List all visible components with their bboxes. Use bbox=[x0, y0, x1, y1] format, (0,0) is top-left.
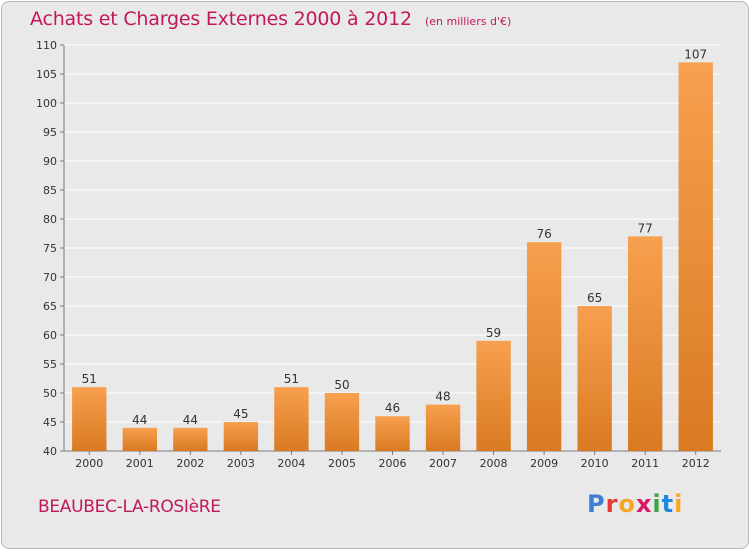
y-tick-label: 75 bbox=[43, 242, 57, 255]
y-tick-label: 95 bbox=[43, 126, 57, 139]
y-tick-label: 105 bbox=[36, 68, 57, 81]
logo-letter: r bbox=[605, 490, 619, 518]
x-tick-label: 2012 bbox=[682, 457, 710, 470]
y-tick-label: 45 bbox=[43, 416, 57, 429]
bar-2010 bbox=[577, 306, 612, 451]
bar-2004 bbox=[274, 387, 309, 451]
y-axis-tick-labels: 40 45 50 55 60 65 70 75 80 85 90 95 100 105 110 bbox=[36, 39, 57, 458]
x-tick-label: 2001 bbox=[126, 457, 154, 470]
bar-value-label: 50 bbox=[334, 378, 349, 392]
bar-value-label: 48 bbox=[435, 390, 450, 404]
bar-value-label: 45 bbox=[233, 407, 248, 421]
x-tick-label: 2006 bbox=[379, 457, 407, 470]
x-axis-tick-labels: 2000 2001 2002 2003 2004 2005 2006 2007 2008 2009… bbox=[75, 457, 709, 470]
bar-2012 bbox=[678, 62, 713, 452]
y-tick-label: 65 bbox=[43, 300, 57, 313]
x-tick-label: 2008 bbox=[480, 457, 508, 470]
x-tick-label: 2010 bbox=[581, 457, 609, 470]
x-tick-label: 2003 bbox=[227, 457, 255, 470]
chart-title: Achats et Charges Externes 2000 à 2012 bbox=[30, 8, 412, 30]
y-tick-label: 55 bbox=[43, 358, 57, 371]
bar-value-label: 107 bbox=[684, 47, 707, 61]
bar-value-labels: 51 44 44 45 51 50 46 48 59 76 65 77 107 bbox=[82, 47, 708, 426]
y-tick-label: 80 bbox=[43, 213, 57, 226]
logo-letter: P bbox=[587, 490, 606, 518]
logo-letter: t bbox=[661, 490, 675, 518]
x-tick-label: 2000 bbox=[75, 457, 103, 470]
town-name: BEAUBEC-LA-ROSIèRE bbox=[38, 497, 221, 517]
x-tick-label: 2009 bbox=[530, 457, 558, 470]
bar-2000 bbox=[72, 387, 107, 451]
chart-subtitle: (en milliers d'€) bbox=[424, 15, 512, 28]
y-tick-label: 40 bbox=[43, 445, 57, 458]
x-tick-label: 2007 bbox=[429, 457, 457, 470]
bar-2009 bbox=[526, 242, 562, 451]
bar-value-label: 51 bbox=[284, 372, 299, 386]
logo-letter: i bbox=[652, 490, 662, 518]
y-tick-label: 70 bbox=[43, 271, 57, 284]
title-row: Achats et Charges Externes 2000 à 2012 (… bbox=[30, 8, 511, 30]
bar-value-label: 46 bbox=[385, 401, 400, 415]
bar-2005 bbox=[324, 393, 360, 451]
y-tick-label: 50 bbox=[43, 387, 57, 400]
bar-value-label: 44 bbox=[132, 413, 147, 427]
bar-2003 bbox=[223, 422, 259, 451]
bar-2002 bbox=[173, 427, 208, 451]
bar-2006 bbox=[375, 416, 410, 451]
bar-value-label: 77 bbox=[638, 221, 653, 235]
y-tick-label: 100 bbox=[36, 97, 57, 110]
bar-value-label: 51 bbox=[82, 372, 97, 386]
bar-value-label: 76 bbox=[536, 227, 551, 241]
proxiti-logo[interactable]: Proxiti bbox=[587, 490, 683, 518]
x-tick-label: 2011 bbox=[631, 457, 659, 470]
y-tick-label: 110 bbox=[36, 39, 57, 52]
logo-letter: o bbox=[618, 490, 636, 518]
bar-2001 bbox=[122, 427, 157, 451]
bar-value-label: 65 bbox=[587, 291, 602, 305]
bar-2007 bbox=[425, 404, 461, 451]
bar-2008 bbox=[476, 340, 511, 451]
y-tick-label: 60 bbox=[43, 329, 57, 342]
x-tick-label: 2004 bbox=[277, 457, 305, 470]
y-tick-label: 90 bbox=[43, 155, 57, 168]
y-tick-label: 85 bbox=[43, 184, 57, 197]
x-tick-label: 2005 bbox=[328, 457, 356, 470]
bar-value-label: 59 bbox=[486, 326, 501, 340]
bar-2011 bbox=[628, 236, 663, 451]
bars bbox=[72, 62, 713, 452]
bar-value-label: 44 bbox=[183, 413, 198, 427]
x-tick-label: 2002 bbox=[176, 457, 204, 470]
logo-letter: i bbox=[674, 490, 684, 518]
logo-letter: x bbox=[635, 490, 653, 518]
grid-lines bbox=[64, 44, 721, 452]
